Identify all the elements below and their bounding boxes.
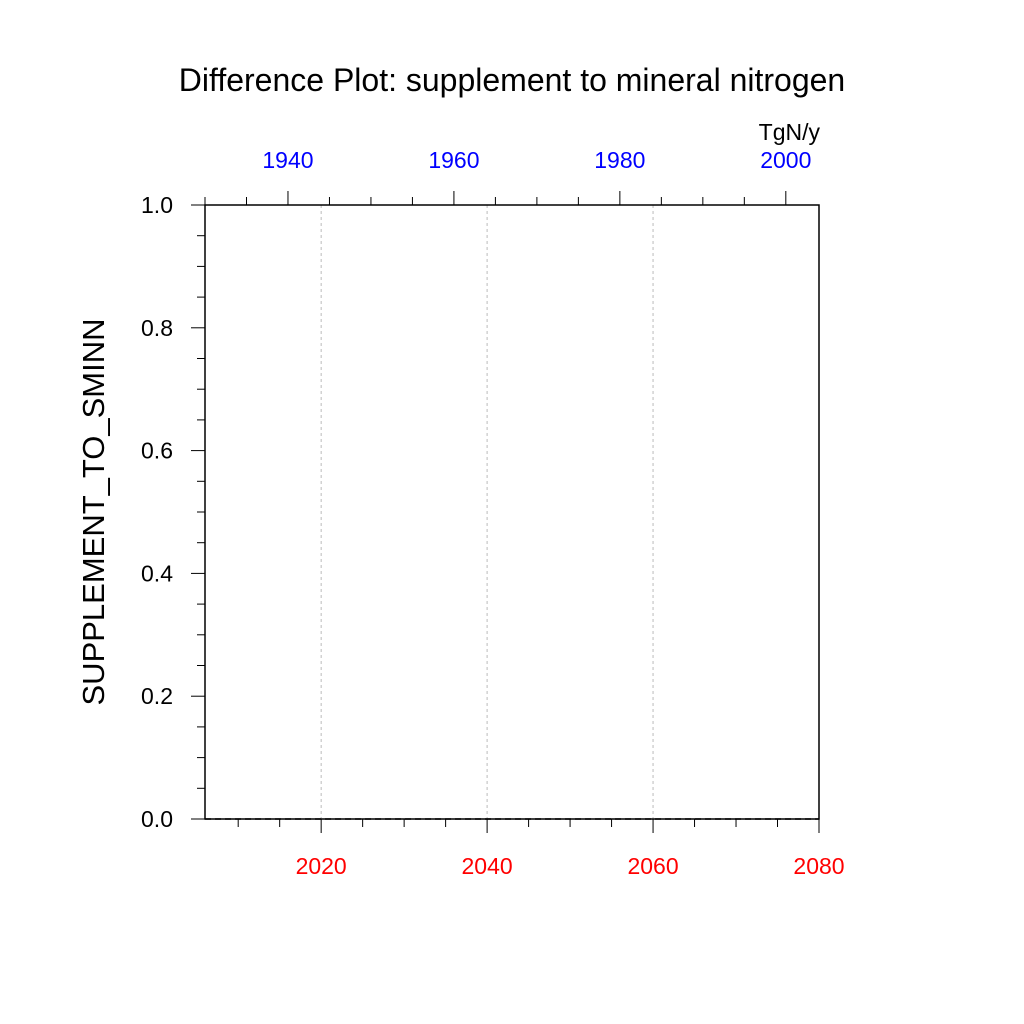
top-tick-label: 2000 [760, 147, 811, 173]
y-tick-label: 0.6 [141, 438, 173, 464]
x-tick-label: 2060 [627, 853, 678, 879]
y-tick-label: 0.0 [141, 806, 173, 832]
top-tick-label: 1980 [594, 147, 645, 173]
y-axis-label: SUPPLEMENT_TO_SMINN [76, 318, 111, 705]
y-tick-label: 0.8 [141, 315, 173, 341]
axis-ticks [191, 191, 820, 833]
top-tick-label: 1960 [428, 147, 479, 173]
chart-title: Difference Plot: supplement to mineral n… [179, 62, 845, 98]
y-tick-label: 0.4 [141, 560, 173, 586]
units-label: TgN/y [759, 119, 821, 145]
grid-lines [320, 205, 654, 819]
y-tick-label: 1.0 [141, 192, 173, 218]
tick-labels: 2020 2040 2060 2080 1940 1960 1980 2000 0.0 0.2 0.… [141, 147, 845, 879]
x-tick-label: 2020 [296, 853, 347, 879]
x-tick-label: 2080 [793, 853, 844, 879]
x-tick-label: 2040 [462, 853, 513, 879]
y-tick-label: 0.2 [141, 683, 173, 709]
plot-frame [204, 204, 820, 820]
top-tick-label: 1940 [262, 147, 313, 173]
